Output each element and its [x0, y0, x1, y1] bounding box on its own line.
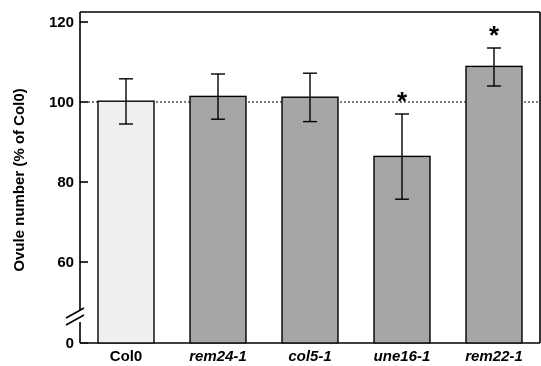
y-tick-label: 60	[57, 254, 74, 271]
x-tick-label: rem22-1	[465, 348, 523, 365]
bar	[465, 65, 523, 344]
bar	[189, 95, 247, 344]
x-tick-label: col5-1	[288, 348, 331, 365]
significance-marker: *	[489, 20, 500, 50]
axis-break-gap	[66, 310, 90, 322]
y-tick-label: 0	[66, 335, 74, 352]
x-tick-label: une16-1	[374, 348, 431, 365]
x-tick-label: rem24-1	[189, 348, 247, 365]
y-axis-title: Ovule number (% of Col0)	[11, 88, 28, 271]
y-tick-label: 120	[49, 14, 74, 31]
plot-area: 120 100 80 60 0 Col0 rem24-1 col5-1 * une16-1 * rem…	[49, 11, 541, 365]
axis-break-mark	[65, 307, 85, 319]
x-tick-label: Col0	[110, 348, 143, 365]
bar	[281, 96, 339, 344]
y-axis-title-group: Ovule number (% of Col0)	[11, 88, 28, 271]
bar	[97, 100, 155, 344]
axis-break-mark	[65, 314, 85, 326]
y-tick-label: 100	[49, 94, 74, 111]
significance-marker: *	[397, 86, 408, 116]
y-tick-label: 80	[57, 174, 74, 191]
